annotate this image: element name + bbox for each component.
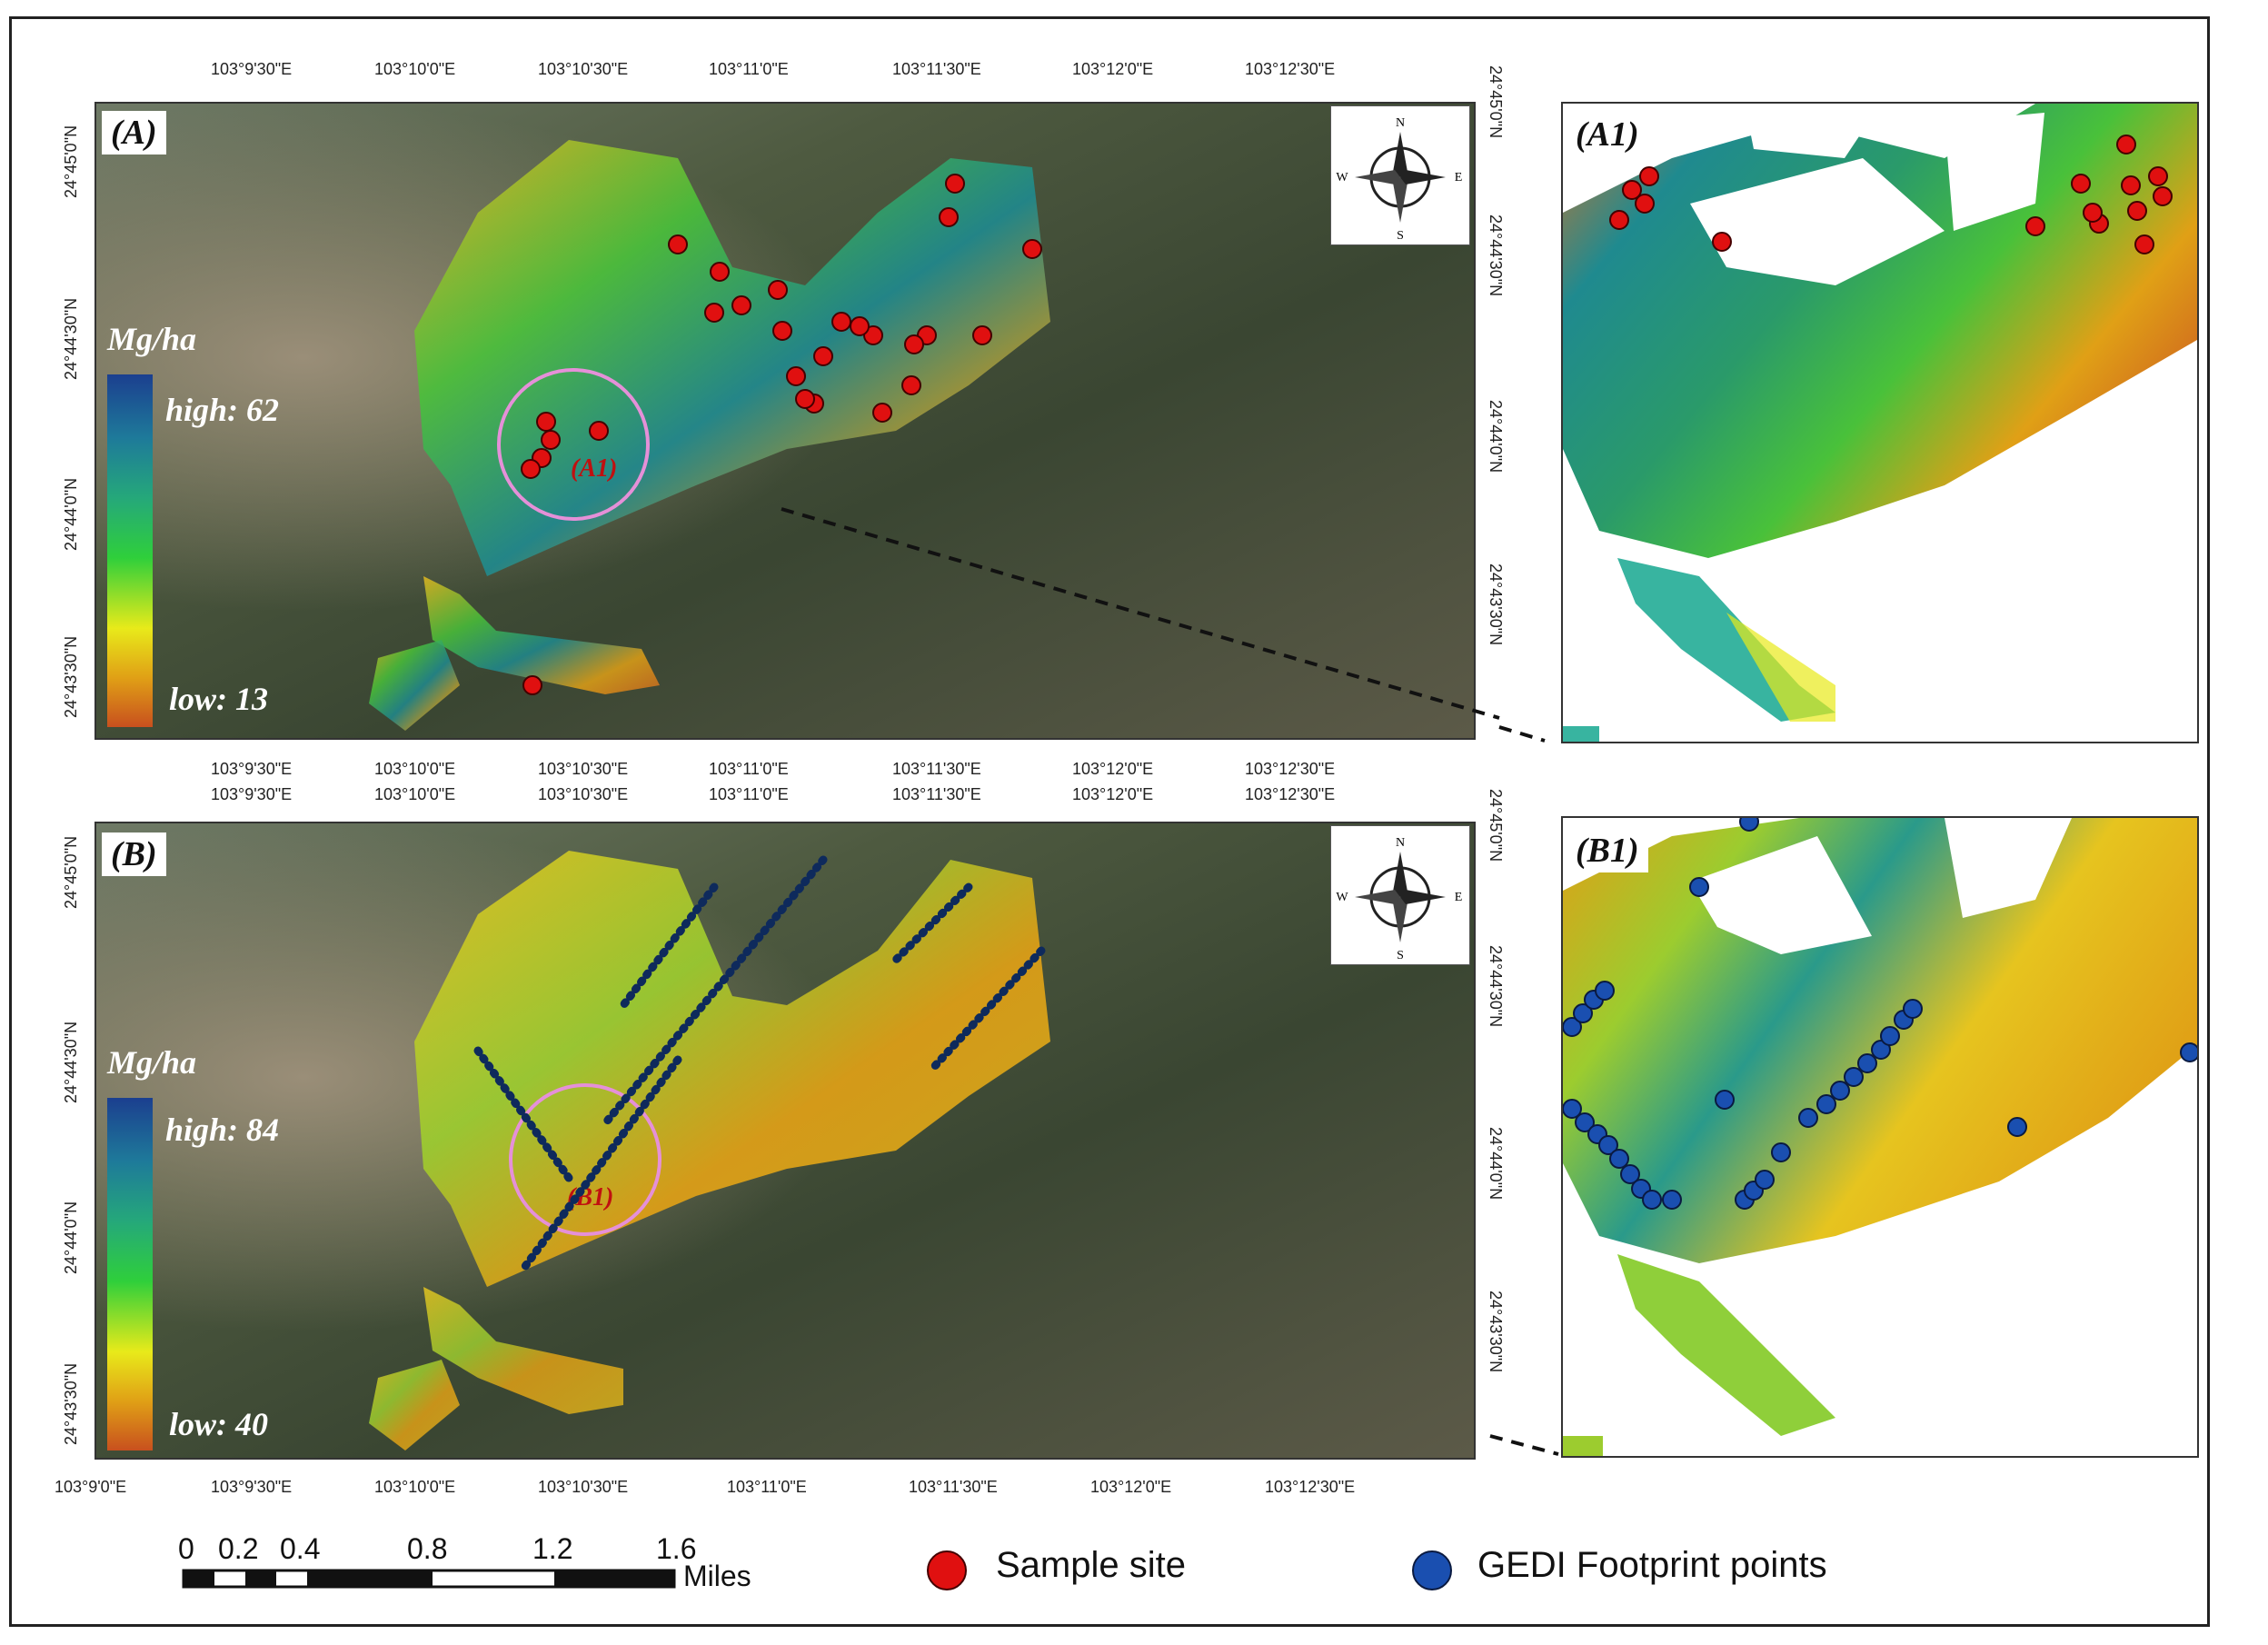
legend-sample-site-label: Sample site [996, 1545, 1186, 1585]
tick-label: 103°12'30"E [1265, 1478, 1356, 1496]
north-arrow-a: N S E W [1330, 105, 1470, 245]
tick-label: 103°10'0"E [374, 760, 456, 778]
tick-label: 103°12'0"E [1072, 760, 1154, 778]
map-a-svg: (A1) [96, 104, 1474, 738]
scale-tick-5: 1.6 [656, 1532, 697, 1565]
compass-icon: N S E W [1336, 836, 1463, 962]
legend-gedi-icon [1412, 1550, 1452, 1590]
scale-tick-1: 0.2 [218, 1532, 259, 1565]
inset-b1 [1561, 816, 2199, 1458]
panel-label-a: (A) [102, 111, 166, 155]
tick-label: 24°44'30"N [62, 1021, 80, 1103]
legend-unit-a: Mg/ha [107, 321, 197, 357]
sample-sites-a1 [1609, 135, 2173, 254]
tick-label: 24°44'0"N [1487, 1127, 1505, 1201]
gedi-points-b1 [1563, 818, 2197, 1210]
tick-label: 103°10'0"E [374, 1478, 456, 1496]
tick-label: 103°12'0"E [1090, 1478, 1172, 1496]
north-arrow-b: N S E W [1330, 825, 1470, 965]
svg-text:S: S [1397, 229, 1404, 243]
tick-label: 103°9'30"E [211, 1478, 293, 1496]
panel-label-a1: (A1) [1567, 113, 1648, 156]
scale-tick-0: 0 [178, 1532, 194, 1565]
tick-label: 103°11'30"E [909, 1478, 998, 1496]
scale-tick-2: 0.4 [280, 1532, 321, 1565]
tick-label: 103°11'30"E [892, 60, 981, 78]
zoom-circle-b [509, 1083, 662, 1236]
tick-label: 103°11'0"E [709, 760, 789, 778]
tick-label: 103°11'30"E [892, 785, 981, 803]
legend-unit-b: Mg/ha [107, 1044, 197, 1081]
svg-text:W: W [1336, 891, 1348, 904]
tick-label: 103°9'30"E [211, 785, 293, 803]
tick-label: 24°44'0"N [62, 1201, 80, 1274]
scale-bar-graphic [182, 1569, 676, 1589]
tick-label: 103°10'30"E [538, 785, 629, 803]
tick-label: 103°12'30"E [1245, 760, 1336, 778]
legend-gedi-label: GEDI Footprint points [1477, 1545, 1827, 1585]
tick-label: 103°10'0"E [374, 60, 456, 78]
map-panel-b: (B1) [94, 822, 1476, 1460]
legend-high-a: high: 62 [165, 392, 280, 428]
biomass-region-a [414, 140, 1050, 576]
figure-frame [9, 16, 2210, 1627]
panel-label-b: (B) [102, 832, 166, 876]
tick-label: 103°12'30"E [1245, 785, 1336, 803]
inset-a1-svg [1563, 104, 2197, 742]
tick-label: 103°10'30"E [538, 760, 629, 778]
svg-text:N: N [1396, 116, 1405, 130]
biomass-region-b [414, 851, 1050, 1287]
map-panel-a: (A1) [94, 102, 1476, 740]
map-b-svg: (B1) [96, 823, 1474, 1458]
gedi-tracks-b [473, 855, 1046, 1273]
tick-label: 103°9'30"E [211, 760, 293, 778]
scale-tick-4: 1.2 [532, 1532, 573, 1565]
tick-label: 103°12'0"E [1072, 785, 1154, 803]
tick-label: 103°11'0"E [709, 60, 789, 78]
svg-text:N: N [1396, 836, 1405, 850]
inset-a1 [1561, 102, 2199, 743]
colorbar-b [107, 1098, 153, 1451]
tick-label: 103°9'30"E [211, 60, 293, 78]
scale-tick-3: 0.8 [407, 1532, 448, 1565]
inset-b1-svg [1563, 818, 2197, 1456]
svg-text:E: E [1455, 171, 1463, 184]
legend-sample-site-icon [927, 1550, 967, 1590]
legend-low-b: low: 40 [169, 1406, 269, 1442]
tick-label: 103°10'30"E [538, 1478, 629, 1496]
tick-label: 103°12'0"E [1072, 60, 1154, 78]
tick-label: 24°45'0"N [62, 835, 80, 909]
circle-label-a: (A1) [571, 454, 617, 483]
tick-label: 103°11'0"E [709, 785, 789, 803]
zoom-circle-a [497, 368, 650, 521]
svg-text:E: E [1455, 891, 1463, 904]
tick-label: 103°10'30"E [538, 60, 629, 78]
panel-label-b1: (B1) [1567, 829, 1648, 872]
tick-label: 103°12'30"E [1245, 60, 1336, 78]
tick-label: 24°45'0"N [1487, 789, 1505, 862]
tick-label: 103°10'0"E [374, 785, 456, 803]
sample-sites-a [521, 174, 1042, 695]
scale-unit: Miles [683, 1560, 751, 1592]
compass-icon: N S E W [1336, 116, 1463, 243]
tick-label: 103°11'30"E [892, 760, 981, 778]
tick-label: 24°43'30"N [1487, 1291, 1505, 1373]
svg-text:W: W [1336, 171, 1348, 184]
colorbar-a [107, 374, 153, 727]
tick-label: 103°11'0"E [727, 1478, 807, 1496]
tick-label: 24°43'30"N [62, 1362, 80, 1445]
tick-label: 103°9'0"E [55, 1478, 127, 1496]
tick-label: 24°44'30"N [1487, 945, 1505, 1028]
svg-text:S: S [1397, 949, 1404, 962]
legend-high-b: high: 84 [165, 1112, 280, 1148]
legend-low-a: low: 13 [169, 681, 269, 717]
